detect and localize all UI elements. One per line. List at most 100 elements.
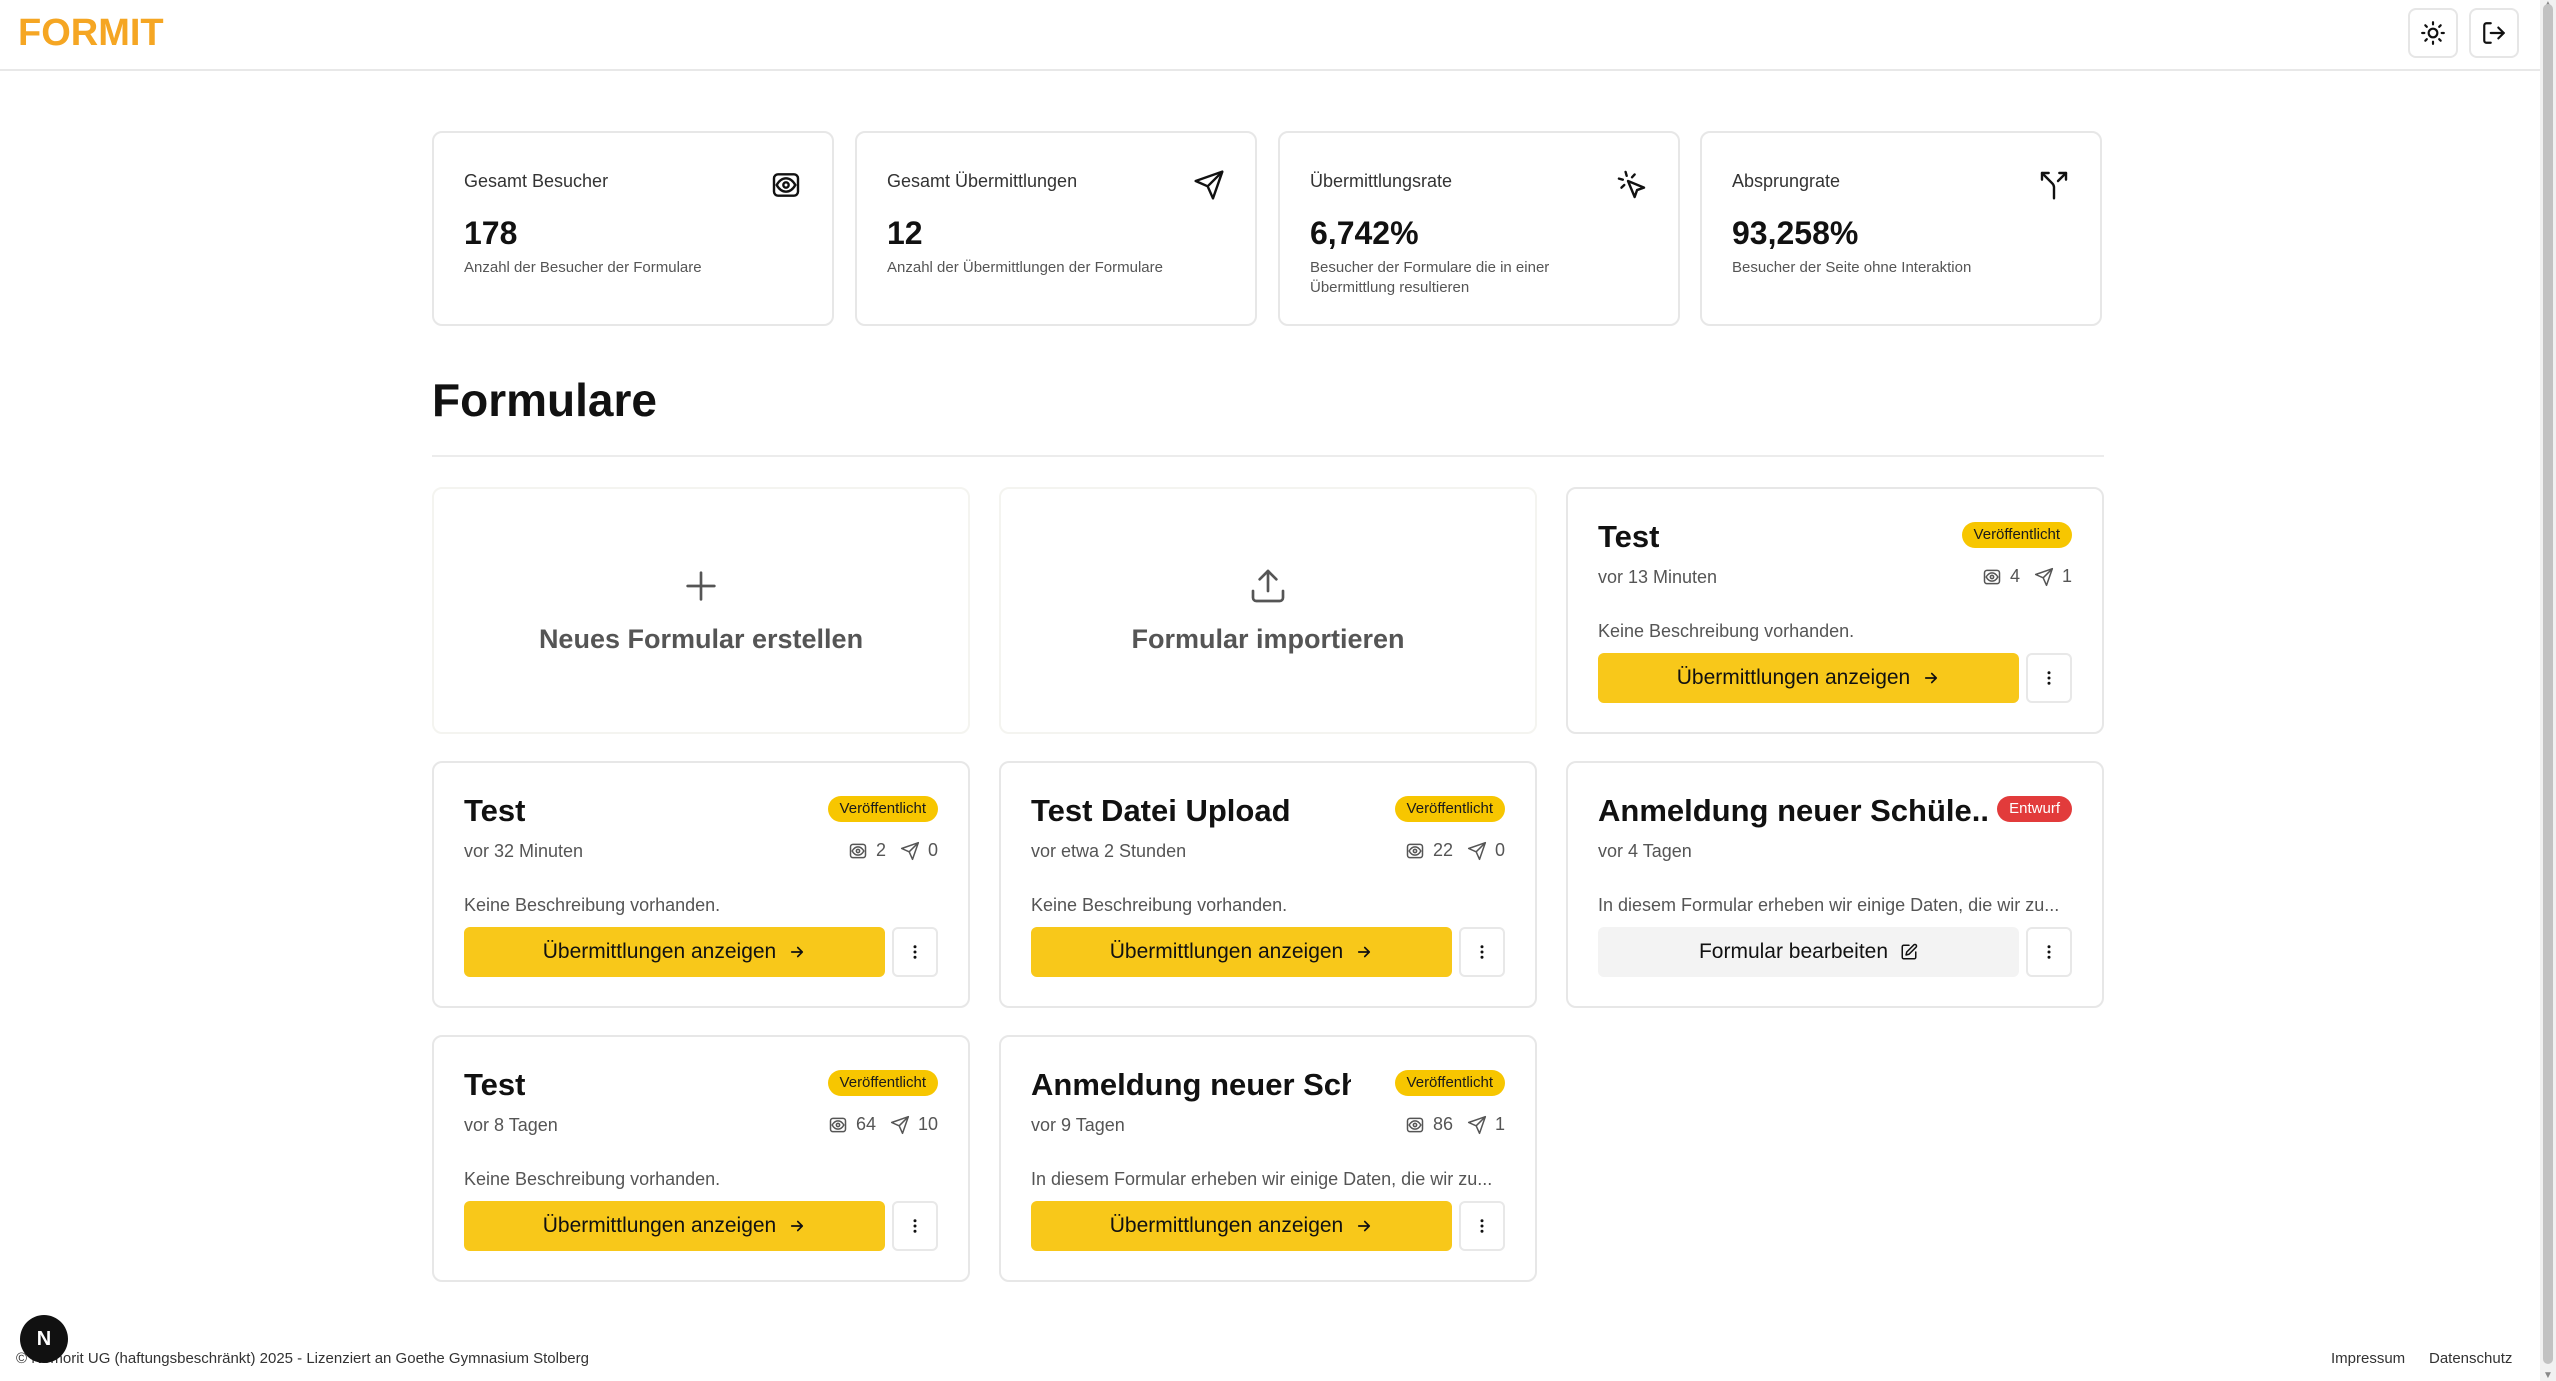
logout-icon — [2483, 22, 2505, 44]
submissions-count: 10 — [917, 1114, 938, 1134]
send-icon — [1467, 1115, 1487, 1134]
status-badge: Entwurf — [1997, 796, 2072, 822]
eye-icon — [1406, 843, 1424, 858]
form-title[interactable]: Anmeldung neuer Schüle... — [1598, 793, 1988, 828]
more-vertical-icon — [913, 945, 917, 959]
stat-value: 12 — [887, 215, 923, 251]
visits-count: 64 — [855, 1114, 876, 1134]
stat-description: Anzahl der Besucher der Formulare — [464, 259, 702, 276]
stat-label: Übermittlungsrate — [1310, 171, 1453, 191]
view-submissions-button[interactable]: Übermittlungen anzeigen — [464, 1201, 885, 1251]
send-icon — [890, 1115, 910, 1134]
more-options-button[interactable] — [1459, 1201, 1505, 1251]
button-label: Übermittlungen anzeigen — [542, 940, 777, 963]
stat-value: 6,742% — [1310, 215, 1419, 251]
dev-tools-badge[interactable]: N — [20, 1315, 68, 1363]
form-stats: 4 1 — [1982, 566, 2072, 587]
theme-toggle-button[interactable] — [2408, 8, 2458, 58]
form-card: Test Veröffentlicht vor 8 Tagen 64 10 Ke… — [432, 1035, 970, 1282]
button-label: Formular bearbeiten — [1698, 940, 1889, 963]
new-form-label: Neues Formular erstellen — [538, 624, 864, 654]
more-options-button[interactable] — [892, 927, 938, 977]
view-submissions-button[interactable]: Übermittlungen anzeigen — [1031, 1201, 1452, 1251]
send-icon — [2034, 567, 2054, 586]
split-arrow-icon — [2040, 171, 2068, 200]
status-badge: Veröffentlicht — [827, 1070, 938, 1096]
view-submissions-button[interactable]: Übermittlungen anzeigen — [464, 927, 885, 977]
stat-label: Absprungrate — [1732, 171, 1841, 191]
stat-description: Besucher der Seite ohne Interaktion — [1732, 259, 1972, 276]
form-description: Keine Beschreibung vorhanden. — [1031, 895, 1288, 915]
logout-button[interactable] — [2469, 8, 2519, 58]
form-title[interactable]: Test — [464, 793, 526, 828]
form-time: vor 32 Minuten — [464, 841, 584, 861]
stat-value: 178 — [464, 215, 518, 251]
eye-icon — [772, 173, 800, 197]
import-form-label: Formular importieren — [1131, 624, 1405, 654]
arrow-right-icon — [1925, 672, 1938, 684]
more-vertical-icon — [1480, 945, 1484, 959]
visits-count: 86 — [1432, 1114, 1453, 1134]
form-description: Keine Beschreibung vorhanden. — [464, 1169, 721, 1189]
form-description: Keine Beschreibung vorhanden. — [1598, 621, 1855, 641]
send-icon — [1467, 841, 1487, 860]
submissions-count: 1 — [1494, 1114, 1505, 1134]
status-badge: Veröffentlicht — [1394, 796, 1505, 822]
more-vertical-icon — [2047, 671, 2051, 685]
more-options-button[interactable] — [892, 1201, 938, 1251]
stat-card-submission-rate: Übermittlungsrate 6,742% Besucher der Fo… — [1278, 131, 1680, 326]
form-stats: 64 10 — [828, 1114, 938, 1135]
app-logo[interactable]: FORMIT — [18, 12, 164, 54]
scrollbar-thumb[interactable] — [2543, 4, 2553, 1364]
visits-count: 22 — [1432, 840, 1453, 860]
form-card: Test Datei Upload Veröffentlicht vor etw… — [999, 761, 1537, 1008]
more-vertical-icon — [2047, 945, 2051, 959]
footer-copyright: © Nemorit UG (haftungsbeschränkt) 2025 -… — [16, 1350, 589, 1367]
form-title[interactable]: Test — [1598, 519, 1660, 554]
view-submissions-button[interactable]: Übermittlungen anzeigen — [1031, 927, 1452, 977]
submissions-count: 0 — [1494, 840, 1505, 860]
page-scrollbar[interactable]: ▲ ▼ — [2540, 0, 2556, 1381]
eye-icon — [829, 1117, 847, 1132]
form-time: vor 8 Tagen — [464, 1115, 558, 1135]
button-label: Übermittlungen anzeigen — [1109, 1214, 1344, 1237]
plus-icon — [686, 571, 716, 601]
edit-form-button[interactable]: Formular bearbeiten — [1598, 927, 2019, 977]
status-badge: Veröffentlicht — [827, 796, 938, 822]
send-icon — [1194, 170, 1224, 200]
form-time: vor etwa 2 Stunden — [1031, 841, 1187, 861]
form-title[interactable]: Test — [464, 1067, 526, 1102]
import-form-card[interactable]: Formular importieren — [999, 487, 1537, 734]
button-label: Übermittlungen anzeigen — [542, 1214, 777, 1237]
form-card: Test Veröffentlicht vor 32 Minuten 2 0 K… — [432, 761, 970, 1008]
stat-card-visitors: Gesamt Besucher 178 Anzahl der Besucher … — [432, 131, 834, 326]
more-options-button[interactable] — [2026, 927, 2072, 977]
form-title[interactable]: Anmeldung neuer Sch... — [1031, 1067, 1351, 1102]
arrow-right-icon — [1358, 1220, 1371, 1232]
impressum-link[interactable]: Impressum — [2331, 1350, 2406, 1367]
eye-icon — [1406, 1117, 1424, 1132]
scroll-down-arrow[interactable]: ▼ — [2543, 1370, 2553, 1381]
form-stats: 86 1 — [1405, 1114, 1505, 1135]
form-title[interactable]: Test Datei Upload — [1031, 793, 1291, 828]
more-vertical-icon — [913, 1219, 917, 1233]
more-options-button[interactable] — [1459, 927, 1505, 977]
view-submissions-button[interactable]: Übermittlungen anzeigen — [1598, 653, 2019, 703]
datenschutz-link[interactable]: Datenschutz — [2429, 1350, 2513, 1367]
arrow-right-icon — [1358, 946, 1371, 958]
button-label: Übermittlungen anzeigen — [1109, 940, 1344, 963]
send-icon — [900, 841, 920, 860]
new-form-card[interactable]: Neues Formular erstellen — [432, 487, 970, 734]
status-badge: Veröffentlicht — [1961, 522, 2072, 548]
cursor-click-icon — [1617, 170, 1646, 199]
submissions-count: 0 — [927, 840, 938, 860]
stat-label: Gesamt Besucher — [464, 171, 609, 191]
more-options-button[interactable] — [2026, 653, 2072, 703]
stat-description: Anzahl der Übermittlungen der Formulare — [887, 259, 1163, 276]
form-description: Keine Beschreibung vorhanden. — [464, 895, 721, 915]
stat-description: Besucher der Formulare die in einer Über… — [1310, 259, 1550, 296]
eye-icon — [1983, 569, 2001, 584]
arrow-right-icon — [791, 1220, 804, 1232]
arrow-right-icon — [791, 946, 804, 958]
form-stats: 2 0 — [848, 840, 938, 861]
